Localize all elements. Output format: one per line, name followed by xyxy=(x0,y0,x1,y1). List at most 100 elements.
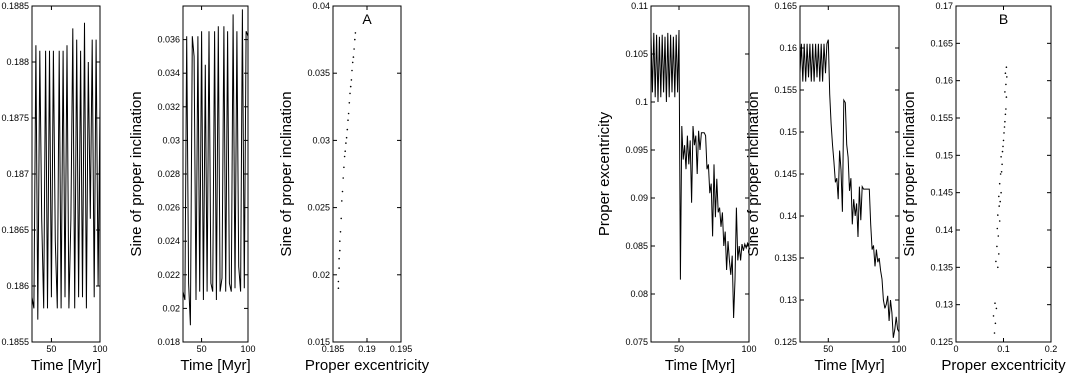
panel-6-point xyxy=(995,260,997,263)
panel-3-title: A xyxy=(362,11,372,27)
panel-6-ytick-label: 0.135 xyxy=(930,262,953,272)
panel-6-point xyxy=(997,214,999,216)
panel-6-point xyxy=(1000,171,1003,173)
panel-5-ytick-label: 0.13 xyxy=(779,295,797,305)
panel-5-ytick-label: 0.125 xyxy=(774,337,797,347)
panel-3-ytick-label: 0.04 xyxy=(312,1,330,11)
panel-6-point xyxy=(993,332,996,334)
panel-3-point xyxy=(341,190,344,193)
panel-3-point xyxy=(343,155,346,158)
panel-1-ytick-label: 0.187 xyxy=(6,169,29,179)
panel-5: 0.125 0.13 0.135 0.14 0.145 0.15 0.155 0.16 0.16… xyxy=(745,1,907,374)
panel-6-ytick-label: 0.145 xyxy=(930,188,953,198)
panel-2-ylabel: Sine of proper inclination xyxy=(128,91,145,256)
panel-6-point xyxy=(1002,139,1005,142)
panel-3-point xyxy=(338,257,340,260)
panel-6-point xyxy=(1000,191,1002,194)
panel-5-xlabel: Time [Myr] xyxy=(814,357,884,374)
panel-2: 0.018 0.02 0.022 0.024 0.026 0.028 0.03 0.032 0.… xyxy=(128,5,256,374)
panel-2-ytick-label: 0.022 xyxy=(157,270,180,280)
panel-4-ytick-label: 0.08 xyxy=(630,289,648,299)
panel-6-point xyxy=(1000,156,1002,158)
panel-6-point xyxy=(998,195,1000,198)
panel-2-ytick-label: 0.018 xyxy=(157,337,180,347)
panel-3-point xyxy=(337,280,340,283)
panel-5-ytick-label: 0.145 xyxy=(774,169,797,179)
panel-4-xtick-label: 100 xyxy=(741,344,756,354)
panel-4-series-line xyxy=(650,29,750,319)
panel-3: 0.015 0.02 0.025 0.03 0.035 0.04 0.185 0.19 0.19… xyxy=(278,1,430,374)
panel-3-point xyxy=(352,56,355,58)
panel-4: 0.075 0.08 0.085 0.09 0.095 0.1 0.105 0.11 50 100… xyxy=(596,1,757,374)
panel-3-point xyxy=(343,166,345,169)
panel-3-point xyxy=(342,177,345,179)
panel-5-ytick-label: 0.165 xyxy=(774,1,797,11)
panel-4-ytick-label: 0.075 xyxy=(625,337,648,347)
panel-6-axes-frame xyxy=(955,5,1052,343)
panel-3-point xyxy=(349,92,351,95)
panel-5-ytick-label: 0.135 xyxy=(774,253,797,263)
panel-3-point xyxy=(346,128,349,131)
panel-6-title: B xyxy=(999,11,1008,27)
panel-6-point xyxy=(1004,113,1007,116)
panel-6-point xyxy=(1004,120,1006,123)
panel-1: 0.1855 0.186 0.1865 0.187 0.1875 0.188 0.1885 5… xyxy=(1,1,107,374)
panel-3-point xyxy=(338,267,340,269)
panel-1-ytick-label: 0.1885 xyxy=(1,1,29,11)
panel-6-point xyxy=(1006,76,1008,78)
panel-6-xtick-label: 0 xyxy=(953,344,958,354)
panel-3-point xyxy=(339,231,342,233)
panel-3-point xyxy=(337,287,340,290)
panel-4-xlabel: Time [Myr] xyxy=(665,357,735,374)
panel-5-series-line xyxy=(799,39,900,338)
panel-3-point xyxy=(351,61,354,64)
panel-1-ytick-label: 0.188 xyxy=(6,57,29,67)
panel-6-xlabel: Proper excentricity xyxy=(941,357,1066,374)
panel-6-ytick-label: 0.14 xyxy=(935,225,953,235)
panel-3-point xyxy=(347,119,349,121)
panel-4-ytick-label: 0.105 xyxy=(625,49,648,59)
panel-3-point xyxy=(354,38,356,41)
panel-6-point xyxy=(1005,83,1007,86)
panel-5-xtick-label: 100 xyxy=(891,344,906,354)
panel-6-point xyxy=(992,315,995,317)
panel-2-xtick-label: 50 xyxy=(197,344,207,354)
panel-3-ytick-label: 0.035 xyxy=(307,68,330,78)
panel-6-xtick-label: 0.2 xyxy=(1045,344,1058,354)
panel-4-axes-frame xyxy=(650,5,750,343)
panel-1-ytick-label: 0.186 xyxy=(6,281,29,291)
panel-3-axes-frame xyxy=(332,5,402,343)
panel-3-ytick-label: 0.02 xyxy=(312,270,330,280)
panel-6-point xyxy=(996,245,998,248)
panel-2-ytick-label: 0.024 xyxy=(157,236,180,246)
panel-3-point xyxy=(341,200,343,202)
panel-1-xtick-label: 50 xyxy=(46,344,56,354)
panel-3-point xyxy=(339,240,341,242)
panel-6-ytick-label: 0.15 xyxy=(935,150,953,160)
panel-5-ytick-label: 0.155 xyxy=(774,85,797,95)
panel-6-point xyxy=(996,227,999,230)
panel-3-ytick-label: 0.015 xyxy=(307,337,330,347)
panel-6-point xyxy=(998,253,1000,255)
panel-2-ytick-label: 0.028 xyxy=(157,169,180,179)
panel-1-ytick-label: 0.1875 xyxy=(1,113,29,123)
panel-1-ytick-label: 0.1855 xyxy=(1,337,29,347)
panel-5-ylabel: Sine of proper inclination xyxy=(745,91,762,256)
panel-1-xlabel: Time [Myr] xyxy=(31,357,101,374)
panel-6-point xyxy=(1002,145,1004,148)
panel-6-point xyxy=(994,322,997,325)
panel-5-ytick-label: 0.16 xyxy=(779,43,797,53)
panel-3-point xyxy=(345,142,347,144)
panel-3-xlabel: Proper excentricity xyxy=(305,357,430,374)
panel-1-ytick-label: 0.1865 xyxy=(1,225,29,235)
panel-6-point xyxy=(1001,150,1004,153)
panel-1-series-line xyxy=(31,22,101,320)
panel-6-point xyxy=(1005,66,1008,68)
panel-3-point xyxy=(345,136,348,139)
panel-3-point xyxy=(353,48,355,50)
panel-3-point xyxy=(340,217,343,220)
panel-2-ytick-label: 0.03 xyxy=(162,135,180,145)
panel-6-ylabel: Sine of proper inclination xyxy=(901,91,918,256)
panel-5-xtick-label: 50 xyxy=(823,344,833,354)
panel-2-ytick-label: 0.034 xyxy=(157,68,180,78)
